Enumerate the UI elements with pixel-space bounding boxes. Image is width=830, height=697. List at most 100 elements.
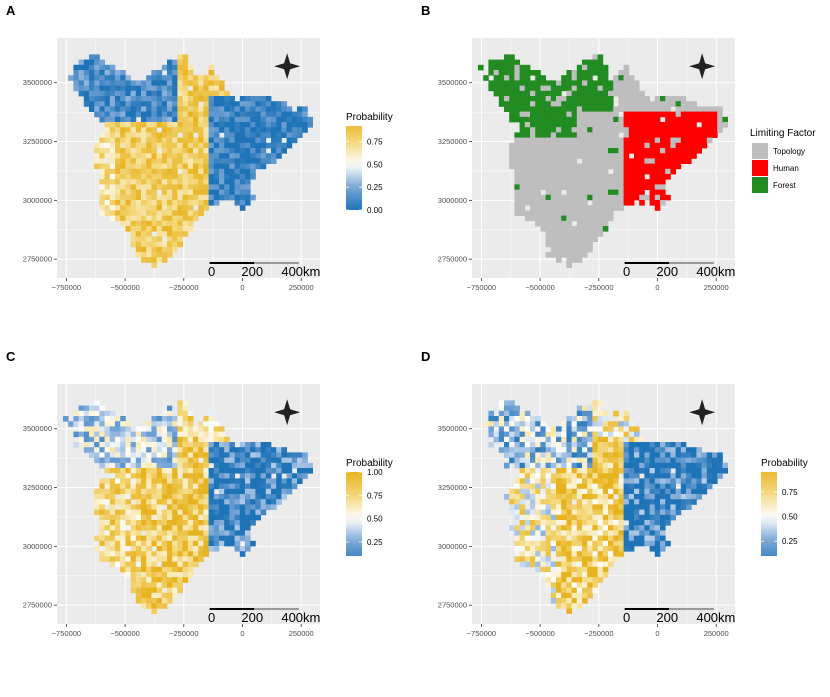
raster-cell bbox=[151, 184, 157, 190]
raster-cell bbox=[540, 462, 546, 469]
raster-cell bbox=[540, 127, 546, 133]
raster-cell bbox=[597, 163, 604, 170]
raster-cell bbox=[130, 431, 137, 438]
raster-cell bbox=[203, 96, 209, 102]
raster-cell bbox=[78, 421, 85, 427]
raster-cell bbox=[524, 551, 531, 557]
raster-cell bbox=[125, 116, 131, 123]
raster-cell bbox=[587, 582, 593, 588]
raster-cell bbox=[156, 75, 163, 81]
raster-cell bbox=[670, 132, 676, 138]
raster-cell bbox=[177, 582, 183, 588]
raster-cell bbox=[146, 215, 152, 222]
raster-cell bbox=[660, 127, 666, 133]
raster-cell bbox=[524, 200, 531, 206]
raster-cell bbox=[535, 111, 541, 118]
raster-cell bbox=[576, 525, 583, 531]
raster-cell bbox=[255, 499, 261, 505]
raster-cell bbox=[141, 577, 147, 583]
raster-cell bbox=[576, 111, 583, 118]
raster-cell bbox=[286, 106, 293, 112]
raster-cell bbox=[514, 509, 520, 516]
raster-cell bbox=[115, 551, 121, 557]
raster-cell bbox=[628, 478, 635, 484]
raster-cell bbox=[265, 494, 272, 500]
raster-cell bbox=[540, 226, 546, 232]
raster-cell bbox=[509, 499, 515, 505]
raster-cell bbox=[608, 468, 614, 474]
raster-cell bbox=[172, 416, 178, 422]
raster-cell bbox=[245, 514, 251, 521]
raster-cell bbox=[493, 75, 500, 81]
raster-cell bbox=[234, 504, 241, 510]
raster-cell bbox=[208, 509, 215, 516]
raster-cell bbox=[675, 457, 682, 464]
raster-cell bbox=[634, 494, 640, 500]
raster-cell bbox=[125, 421, 131, 427]
raster-cell bbox=[146, 200, 152, 206]
raster-cell bbox=[125, 210, 131, 216]
raster-cell bbox=[99, 148, 105, 154]
raster-cell bbox=[628, 494, 635, 500]
raster-cell bbox=[203, 520, 209, 526]
raster-cell bbox=[193, 546, 199, 552]
raster-cell bbox=[644, 447, 650, 453]
raster-cell bbox=[265, 457, 272, 464]
raster-cell bbox=[576, 572, 583, 578]
raster-cell bbox=[597, 148, 604, 154]
raster-cell bbox=[556, 535, 562, 542]
raster-cell bbox=[566, 142, 572, 149]
raster-cell bbox=[94, 546, 100, 552]
raster-cell bbox=[592, 59, 598, 66]
raster-cell bbox=[670, 142, 676, 149]
raster-cell bbox=[213, 514, 220, 521]
raster-cell bbox=[245, 546, 251, 552]
legend-tick-label: 0.00 bbox=[367, 206, 383, 215]
raster-cell bbox=[592, 168, 598, 175]
raster-cell bbox=[104, 205, 111, 211]
raster-cell bbox=[198, 122, 204, 128]
raster-cell bbox=[130, 483, 137, 490]
raster-cell bbox=[219, 457, 225, 464]
raster-cell bbox=[135, 473, 142, 479]
raster-cell bbox=[109, 75, 116, 81]
raster-cell bbox=[571, 462, 578, 469]
raster-cell bbox=[167, 205, 173, 211]
raster-cell bbox=[706, 452, 713, 458]
raster-cell bbox=[592, 442, 598, 448]
raster-cell bbox=[524, 122, 531, 128]
raster-cell bbox=[675, 127, 682, 133]
raster-cell bbox=[94, 447, 100, 453]
raster-cell bbox=[561, 572, 567, 578]
raster-cell bbox=[89, 447, 95, 453]
raster-cell bbox=[623, 200, 630, 206]
raster-cell bbox=[597, 572, 604, 578]
y-tick-label: 3250000 bbox=[23, 483, 52, 492]
raster-cell bbox=[141, 220, 147, 227]
raster-cell bbox=[675, 163, 682, 170]
raster-cell bbox=[576, 416, 583, 422]
raster-cell bbox=[177, 556, 183, 562]
raster-cell bbox=[592, 122, 598, 128]
raster-cell bbox=[130, 473, 137, 479]
raster-cell bbox=[675, 116, 682, 123]
raster-cell bbox=[213, 530, 220, 536]
raster-cell bbox=[187, 101, 194, 107]
raster-cell bbox=[291, 483, 298, 490]
raster-cell bbox=[141, 148, 147, 154]
raster-cell bbox=[146, 80, 152, 86]
raster-cell bbox=[576, 246, 583, 253]
raster-cell bbox=[161, 75, 168, 81]
raster-cell bbox=[182, 577, 189, 583]
raster-cell bbox=[566, 80, 572, 86]
raster-cell bbox=[130, 122, 137, 128]
raster-cell bbox=[172, 478, 178, 484]
raster-cell bbox=[571, 168, 578, 175]
raster-cell bbox=[639, 189, 645, 196]
raster-cell bbox=[597, 158, 604, 164]
raster-cell bbox=[245, 488, 251, 495]
raster-cell bbox=[130, 132, 137, 138]
raster-cell bbox=[229, 137, 235, 144]
raster-cell bbox=[281, 494, 287, 500]
raster-cell bbox=[524, 483, 531, 490]
